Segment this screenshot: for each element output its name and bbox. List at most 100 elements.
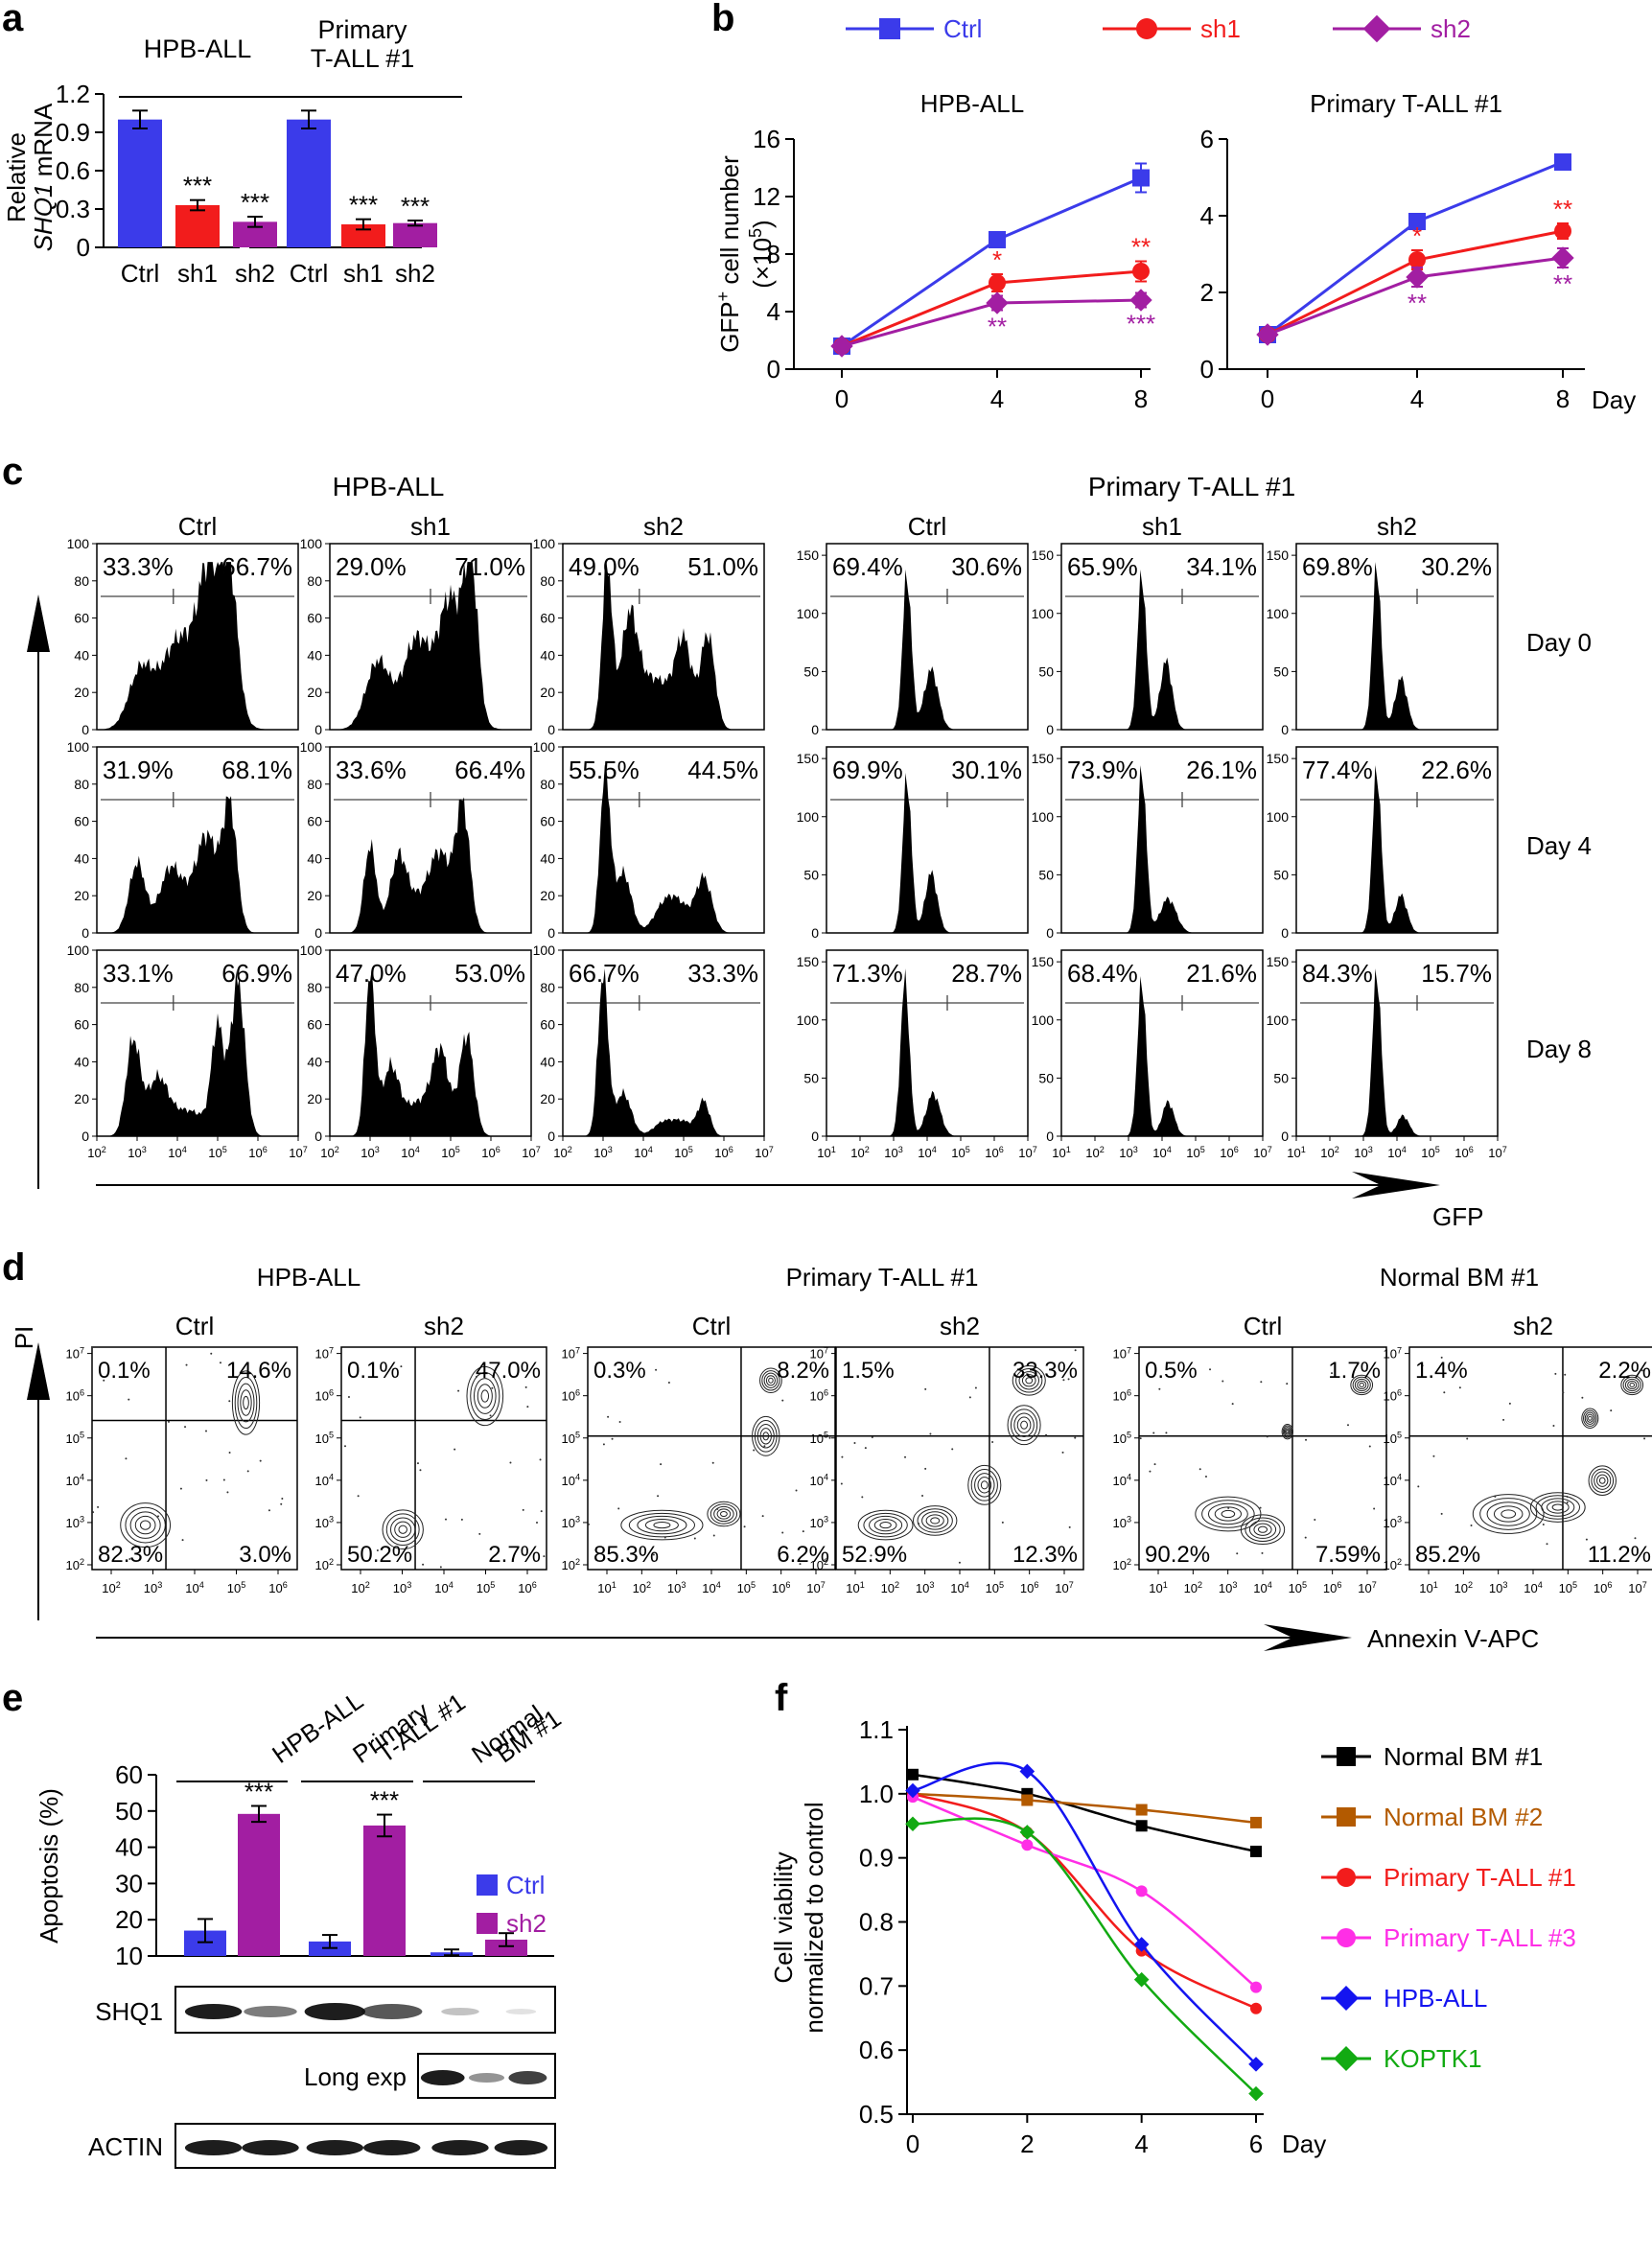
y-tick-label: 20 [540,1091,555,1106]
y-tick-label: 104 [314,1473,334,1488]
scatter-dot [489,1414,492,1417]
series-line-Primary T-ALL #1 [912,1792,1257,2010]
contour-ring [752,1415,780,1456]
contour-ring [1207,1502,1248,1525]
y-tick-label: 0.3 [56,195,90,223]
scatter-dot [92,1511,95,1514]
y-axis-unit: (×105) [746,220,777,288]
quadrant-percent-ur: 33.3% [1012,1358,1078,1384]
y-tick-label: 40 [74,1054,89,1069]
scatter-dot [870,1554,873,1557]
x-tick-label: 107 [1018,1145,1037,1160]
panel-label-f: f [775,1677,788,1719]
scatter-dot [526,1406,529,1408]
contour-ring [231,1370,261,1435]
quadrant-percent-lr: 7.59% [1315,1542,1381,1568]
y-tick-label: 80 [307,573,322,589]
scatter-dot [1198,1468,1201,1471]
contour-ring [1629,1382,1635,1387]
y-axis-title-gene: SHQ1 mRNA [29,103,58,251]
scatter-dot [539,1458,542,1461]
blot-label-long-exp: Long exp [304,2062,407,2091]
scatter-dot [1443,1391,1446,1394]
panel-f-viability-curves: 0.5 0.6 0.7 0.8 0.9 1.0 1.1 0 2 4 6 Day Cell viabili… [769,1715,1576,2158]
scatter-dot [1581,1396,1584,1399]
shq1-blot-band [304,2003,365,2020]
y-tick-label: 100 [300,739,323,755]
scatter-dot [1227,1506,1230,1509]
legend-label: sh2 [1431,14,1471,43]
x-tick-label: 104 [401,1145,420,1160]
contour-ring [879,1522,892,1529]
contour-ring [477,1384,493,1408]
condition-label: sh2 [940,1312,980,1340]
y-tick-label: 100 [1267,1013,1290,1028]
quadrant-percent-lr: 3.0% [239,1542,291,1568]
gate-percent-left: 84.3% [1302,959,1373,988]
y-tick-label: 0 [1281,722,1289,737]
y-tick-label: 0 [547,925,555,941]
histogram-fill [97,970,298,1136]
bar-sh2 [485,1939,527,1956]
x-tick-label: 101 [597,1580,617,1595]
gate-percent-left: 31.9% [103,756,174,784]
histogram-fill [1296,968,1498,1136]
scatter-dot [1062,1379,1065,1382]
x-tick-label: 4 [1410,384,1424,413]
significance-label: *** [244,1778,273,1806]
contour-ring [1594,1471,1612,1490]
x-tick-label: 107 [1358,1580,1377,1595]
scatter-dot [1222,1380,1224,1383]
contour-ring [1493,1505,1524,1523]
scatter-dot [357,1495,360,1498]
y-tick-label: 20 [540,685,555,700]
x-tick-label: 103 [667,1580,686,1595]
contour-ring [628,1512,695,1538]
x-tick-label: 104 [1524,1580,1543,1595]
contour-ring [756,1424,775,1449]
y-tick-label: 150 [1032,547,1055,563]
quadrant-percent-ul: 0.1% [98,1358,151,1384]
y-tick-label: 60 [115,1760,143,1789]
x-tick-label: 102 [1184,1580,1203,1595]
scatter-dot [1566,1501,1569,1504]
x-tick-label: 102 [1454,1580,1474,1595]
y-tick-label: 0 [1281,925,1289,941]
legend-swatch-Ctrl [477,1874,498,1896]
gate-percent-right: 21.6% [1186,959,1257,988]
histogram-fill [826,569,1028,730]
shq1-blot-band [361,2004,423,2019]
shq1-blot-band [505,2009,537,2014]
y-tick-label: 20 [307,888,322,903]
x-tick-label: 107 [806,1580,826,1595]
y-tick-label: 4 [1200,201,1214,230]
scatter-dot [228,1400,231,1403]
contour-ring [1354,1378,1369,1392]
y-tick-label: 0 [77,233,90,262]
legend-label: KOPTK1 [1384,2044,1482,2073]
scatter-dot [974,1386,977,1389]
x-tick-label: 105 [441,1145,460,1160]
scatter-dot [753,1449,756,1452]
y-tick-label: 102 [314,1557,334,1572]
histogram-fill [1061,976,1263,1136]
legend-marker-HPB-ALL [1334,1986,1359,2011]
x-category-label: sh2 [235,259,275,288]
scatter-dot [416,1462,419,1465]
y-tick-label: 102 [561,1557,580,1572]
bar-sh1 [175,205,220,247]
y-tick-label: 107 [1383,1345,1402,1361]
point-KOPTK1 [905,1816,920,1832]
y-tick-label: 107 [561,1345,580,1361]
scatter-dot [602,1443,605,1446]
x-tick-label: 105 [1421,1145,1440,1160]
contour-ring [967,1464,1002,1505]
quadrant-percent-ul: 0.3% [593,1358,646,1384]
contour-ring [394,1521,412,1538]
x-tick-label: 105 [1289,1580,1308,1595]
histogram-fill [826,773,1028,933]
contour-ring [1018,1371,1039,1390]
contour-ring [1486,1501,1530,1526]
y-tick-label: 50 [1038,663,1054,679]
contour-ring [1627,1380,1638,1390]
